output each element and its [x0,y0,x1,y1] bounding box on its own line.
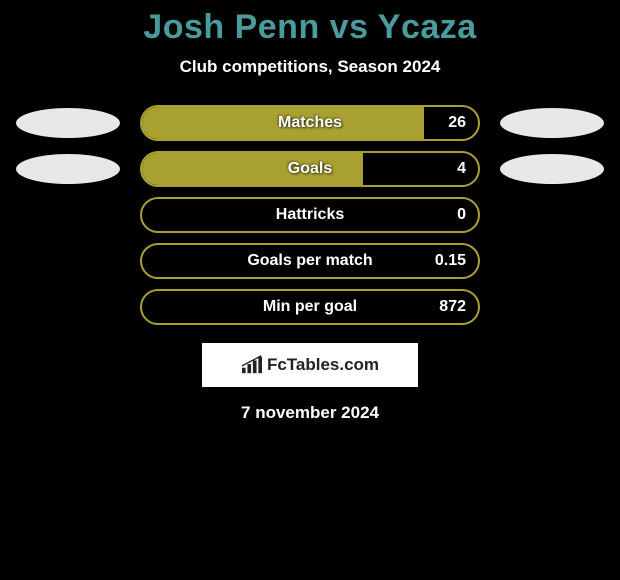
player-ellipse-right [500,154,604,184]
stat-row: Hattricks 0 [0,197,620,233]
stat-row: Matches 26 [0,105,620,141]
bar-label: Hattricks [276,206,344,224]
date-label: 7 november 2024 [0,403,620,423]
page-title: Josh Penn vs Ycaza [0,8,620,47]
stats-section: Matches 26 Goals 4 Hattricks 0 Goals per match… [0,105,620,325]
stat-row: Min per goal 872 [0,289,620,325]
bar-value: 26 [448,114,466,132]
stat-bar: Goals 4 [140,151,480,187]
bar-chart-icon [241,355,263,375]
bar-label: Goals [288,160,332,178]
stat-row: Goals 4 [0,151,620,187]
bar-label: Min per goal [263,298,357,316]
stat-bar: Matches 26 [140,105,480,141]
brand-badge: FcTables.com [202,343,418,387]
bar-value: 0.15 [435,252,466,270]
bar-label: Goals per match [247,252,372,270]
stat-row: Goals per match 0.15 [0,243,620,279]
player-ellipse-left [16,108,120,138]
bar-value: 4 [457,160,466,178]
bar-value: 0 [457,206,466,224]
stat-bar: Hattricks 0 [140,197,480,233]
brand-label: FcTables.com [267,355,379,375]
infographic-container: Josh Penn vs Ycaza Club competitions, Se… [0,0,620,423]
bar-label: Matches [278,114,342,132]
player-ellipse-right [500,108,604,138]
stat-bar: Goals per match 0.15 [140,243,480,279]
bar-value: 872 [439,298,466,316]
player-ellipse-left [16,154,120,184]
stat-bar: Min per goal 872 [140,289,480,325]
subtitle: Club competitions, Season 2024 [0,57,620,77]
